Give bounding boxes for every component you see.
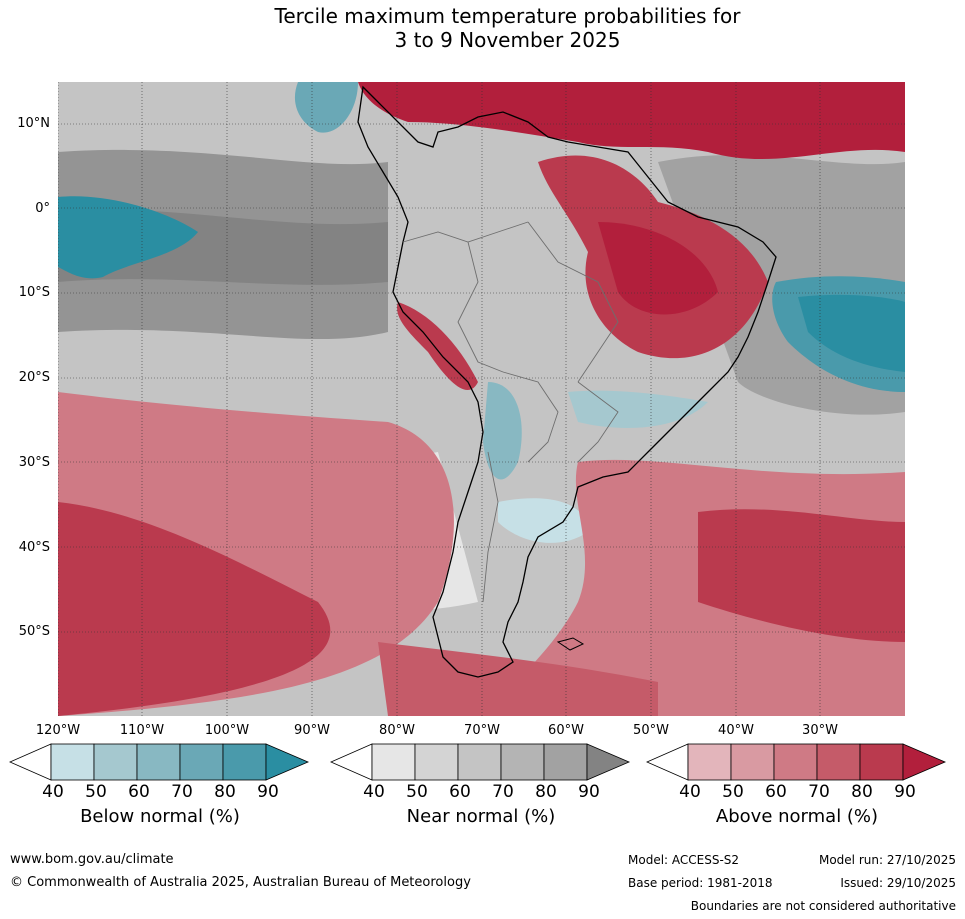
colorbar-swatch (730, 743, 775, 781)
lat-label-30s: 30°S (18, 455, 50, 470)
colorbar-right-extension (265, 743, 310, 781)
lat-label-0: 0° (35, 201, 50, 216)
tick-label: 80 (535, 782, 557, 802)
below-normal-pacific (58, 196, 198, 279)
tick-label: 60 (449, 782, 471, 802)
tick-label: 70 (492, 782, 514, 802)
colorbar-swatch (457, 743, 502, 781)
footer-base-period: Base period: 1981-2018 (628, 876, 773, 890)
graticule (58, 82, 905, 716)
tick-label: 50 (722, 782, 744, 802)
south-america-coastline (357, 85, 777, 678)
tick-label: 90 (894, 782, 916, 802)
colorbar-near-normal (330, 743, 631, 781)
lon-label-40w: 40°W (718, 723, 754, 738)
above-normal-southeast-pacific-core (58, 502, 331, 716)
colorbar-above-title: Above normal (%) (715, 806, 879, 827)
below-normal-southeast-brazil (568, 390, 708, 428)
colorbar-left-extension (9, 743, 52, 781)
tick-label: 70 (808, 782, 830, 802)
colorbar-swatch (50, 743, 95, 781)
lon-label-60w: 60°W (548, 723, 584, 738)
colorbar-swatch (687, 743, 732, 781)
colorbar-swatch (859, 743, 904, 781)
colorbar-left-extension (646, 743, 689, 781)
above-normal-peru (397, 302, 478, 391)
below-normal-central-america (294, 82, 358, 133)
tick-label: 70 (171, 782, 193, 802)
tick-label: 60 (765, 782, 787, 802)
footer-copyright: © Commonwealth of Australia 2025, Austra… (10, 875, 471, 890)
tick-label: 90 (257, 782, 279, 802)
probability-map (58, 82, 905, 716)
colorbar-right-extension (586, 743, 631, 781)
colorbar-swatch (773, 743, 818, 781)
map-canvas (58, 82, 905, 716)
colorbar-right-extension (902, 743, 947, 781)
colorbar-left-extension (330, 743, 373, 781)
tick-label: 90 (578, 782, 600, 802)
lon-label-30w: 30°W (802, 723, 838, 738)
falkland-islands (556, 637, 585, 651)
footer-model: Model: ACCESS-S2 (628, 853, 740, 867)
below-normal-andes (483, 382, 522, 480)
above-normal-south-atlantic-core (698, 509, 905, 642)
colorbar-below-normal (9, 743, 310, 781)
tick-label: 40 (42, 782, 64, 802)
tick-label: 50 (406, 782, 428, 802)
tick-label: 80 (851, 782, 873, 802)
tick-label: 40 (363, 782, 385, 802)
lon-label-80w: 80°W (379, 723, 415, 738)
lon-label-100w: 100°W (204, 723, 250, 738)
lat-label-10s: 10°S (18, 285, 50, 300)
colorbar-swatch (816, 743, 861, 781)
colorbar-above-normal (646, 743, 947, 781)
lon-label-50w: 50°W (633, 723, 669, 738)
colorbar-swatch (179, 743, 224, 781)
lon-label-120w: 120°W (35, 723, 81, 738)
tick-label: 80 (214, 782, 236, 802)
above-normal-drake-passage (378, 642, 658, 716)
colorbar-swatch (543, 743, 588, 781)
below-normal-argentina (498, 498, 588, 543)
colorbar-swatch (222, 743, 267, 781)
lat-label-20s: 20°S (18, 370, 50, 385)
colorbar-below-title: Below normal (%) (80, 806, 240, 827)
title-line-1: Tercile maximum temperature probabilitie… (274, 4, 741, 28)
lat-label-50s: 50°S (18, 624, 50, 639)
colorbar-near-title: Near normal (%) (406, 806, 556, 827)
lon-label-70w: 70°W (464, 723, 500, 738)
above-normal-amazon-core (598, 222, 718, 315)
lat-label-40s: 40°S (18, 540, 50, 555)
colorbar-swatch (136, 743, 181, 781)
tick-label: 60 (128, 782, 150, 802)
lon-label-110w: 110°W (119, 723, 165, 738)
lat-label-10n: 10°N (17, 116, 50, 131)
map-title: Tercile maximum temperature probabilitie… (0, 4, 965, 52)
colorbar-swatch (371, 743, 416, 781)
colorbar-swatch (93, 743, 138, 781)
tick-label: 40 (679, 782, 701, 802)
tick-label: 50 (85, 782, 107, 802)
footer-issued: Issued: 29/10/2025 (840, 876, 956, 890)
footer-model-run: Model run: 27/10/2025 (818, 853, 956, 867)
colorbar-swatch (500, 743, 545, 781)
lon-label-90w: 90°W (294, 723, 330, 738)
title-line-2: 3 to 9 November 2025 (394, 28, 621, 52)
country-borders (402, 221, 619, 603)
colorbar-swatch (414, 743, 459, 781)
footer-url: www.bom.gov.au/climate (10, 852, 174, 867)
above-normal-caribbean (358, 82, 905, 160)
footer-disclaimer: Boundaries are not considered authoritat… (690, 899, 956, 913)
below-normal-atlantic-core (798, 294, 905, 372)
